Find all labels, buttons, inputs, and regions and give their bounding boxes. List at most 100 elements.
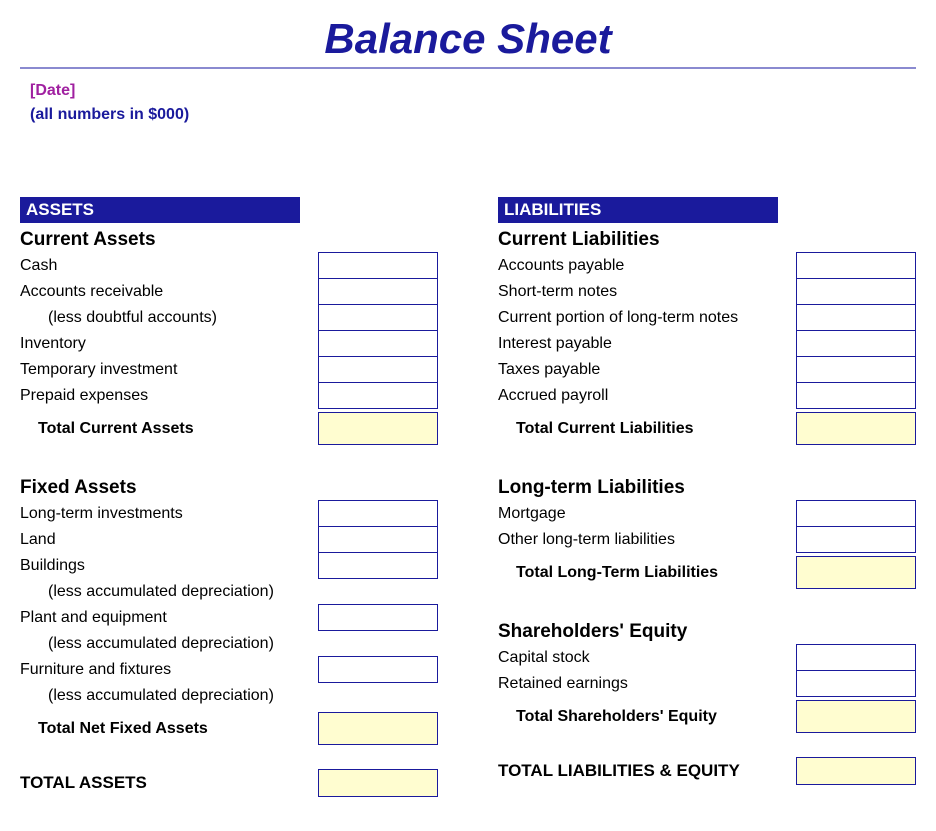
value-cell[interactable]	[796, 526, 916, 553]
line-item-label: Prepaid expenses	[20, 383, 318, 409]
subtotal-cell[interactable]	[796, 700, 916, 733]
line-item-label: Long-term investments	[20, 501, 318, 527]
grand-total-label: TOTAL ASSETS	[20, 769, 318, 797]
subtotal-label: Total Current Assets	[20, 413, 318, 445]
spacer	[498, 445, 916, 473]
line-item: Plant and equipment	[20, 605, 438, 631]
value-cell[interactable]	[318, 604, 438, 631]
line-item-label: Plant and equipment	[20, 605, 318, 631]
grand-total-label: TOTAL LIABILITIES & EQUITY	[498, 757, 796, 785]
line-item: Temporary investment	[20, 357, 438, 383]
line-item-label: Capital stock	[498, 645, 796, 671]
line-item-label: Short-term notes	[498, 279, 796, 305]
subtotal-row: Total Current Liabilities	[498, 413, 916, 445]
line-item-label: Retained earnings	[498, 671, 796, 697]
spacer	[20, 445, 438, 473]
value-cell[interactable]	[796, 304, 916, 331]
spacer	[498, 589, 916, 617]
line-item: Prepaid expenses	[20, 383, 438, 409]
line-item: Mortgage	[498, 501, 916, 527]
assets-header: ASSETS	[20, 197, 300, 223]
line-item: (less accumulated depreciation)	[20, 579, 438, 605]
line-item-label: (less accumulated depreciation)	[20, 579, 438, 605]
subtotal-label: Total Shareholders' Equity	[498, 701, 796, 733]
grand-total-row: TOTAL LIABILITIES & EQUITY	[498, 757, 916, 785]
value-cell[interactable]	[318, 330, 438, 357]
line-item: Retained earnings	[498, 671, 916, 697]
subtotal-row: Total Net Fixed Assets	[20, 713, 438, 745]
units-note: (all numbers in $000)	[30, 103, 916, 127]
value-cell[interactable]	[796, 500, 916, 527]
line-item: Furniture and fixtures	[20, 657, 438, 683]
line-item: Capital stock	[498, 645, 916, 671]
page-title: Balance Sheet	[20, 15, 916, 63]
value-cell[interactable]	[796, 278, 916, 305]
balance-columns: ASSETS Current AssetsCashAccounts receiva…	[20, 197, 916, 797]
line-item: Land	[20, 527, 438, 553]
line-item-label: (less doubtful accounts)	[20, 305, 318, 331]
subtotal-row: Total Shareholders' Equity	[498, 701, 916, 733]
value-cell[interactable]	[318, 382, 438, 409]
line-item-label: Interest payable	[498, 331, 796, 357]
assets-column: ASSETS Current AssetsCashAccounts receiva…	[20, 197, 438, 797]
liabilities-column: LIABILITIES Current LiabilitiesAccounts p…	[498, 197, 916, 797]
line-item-label: Mortgage	[498, 501, 796, 527]
value-cell[interactable]	[318, 304, 438, 331]
subtotal-cell[interactable]	[796, 412, 916, 445]
line-item-label: Furniture and fixtures	[20, 657, 318, 683]
group-title: Long-term Liabilities	[498, 477, 916, 499]
subtotal-label: Total Current Liabilities	[498, 413, 796, 445]
value-cell[interactable]	[796, 356, 916, 383]
grand-total-cell[interactable]	[796, 757, 916, 785]
grand-total-cell[interactable]	[318, 769, 438, 797]
line-item: Short-term notes	[498, 279, 916, 305]
line-item: Accounts receivable	[20, 279, 438, 305]
line-item: Interest payable	[498, 331, 916, 357]
value-cell[interactable]	[318, 552, 438, 579]
group-title: Current Assets	[20, 229, 438, 251]
line-item: Long-term investments	[20, 501, 438, 527]
value-cell[interactable]	[796, 644, 916, 671]
value-cell[interactable]	[318, 252, 438, 279]
subtotal-row: Total Long-Term Liabilities	[498, 557, 916, 589]
group-title: Current Liabilities	[498, 229, 916, 251]
line-item: (less accumulated depreciation)	[20, 631, 438, 657]
line-item: Other long-term liabilities	[498, 527, 916, 553]
line-item-label: Buildings	[20, 553, 318, 579]
line-item-label: Temporary investment	[20, 357, 318, 383]
value-cell[interactable]	[796, 382, 916, 409]
line-item-label: Land	[20, 527, 318, 553]
line-item: (less accumulated depreciation)	[20, 683, 438, 709]
value-cell[interactable]	[796, 252, 916, 279]
line-item-label: Taxes payable	[498, 357, 796, 383]
value-cell[interactable]	[318, 356, 438, 383]
line-item: Cash	[20, 253, 438, 279]
value-cell[interactable]	[318, 526, 438, 553]
date-placeholder: [Date]	[30, 79, 916, 103]
title-rule	[20, 67, 916, 69]
line-item-label: Inventory	[20, 331, 318, 357]
line-item: Accounts payable	[498, 253, 916, 279]
line-item-label: Cash	[20, 253, 318, 279]
value-cell[interactable]	[318, 500, 438, 527]
subtotal-cell[interactable]	[318, 712, 438, 745]
line-item: (less doubtful accounts)	[20, 305, 438, 331]
line-item: Current portion of long-term notes	[498, 305, 916, 331]
subtotal-row: Total Current Assets	[20, 413, 438, 445]
line-item: Accrued payroll	[498, 383, 916, 409]
line-item: Taxes payable	[498, 357, 916, 383]
line-item-label: Other long-term liabilities	[498, 527, 796, 553]
value-cell[interactable]	[796, 670, 916, 697]
line-item-label: Accrued payroll	[498, 383, 796, 409]
line-item-label: (less accumulated depreciation)	[20, 631, 438, 657]
subtotal-cell[interactable]	[318, 412, 438, 445]
subtotal-label: Total Net Fixed Assets	[20, 713, 318, 745]
value-cell[interactable]	[318, 656, 438, 683]
value-cell[interactable]	[318, 278, 438, 305]
liabilities-header: LIABILITIES	[498, 197, 778, 223]
line-item-label: Current portion of long-term notes	[498, 305, 796, 331]
subtotal-cell[interactable]	[796, 556, 916, 589]
line-item-label: Accounts receivable	[20, 279, 318, 305]
value-cell[interactable]	[796, 330, 916, 357]
line-item: Buildings	[20, 553, 438, 579]
